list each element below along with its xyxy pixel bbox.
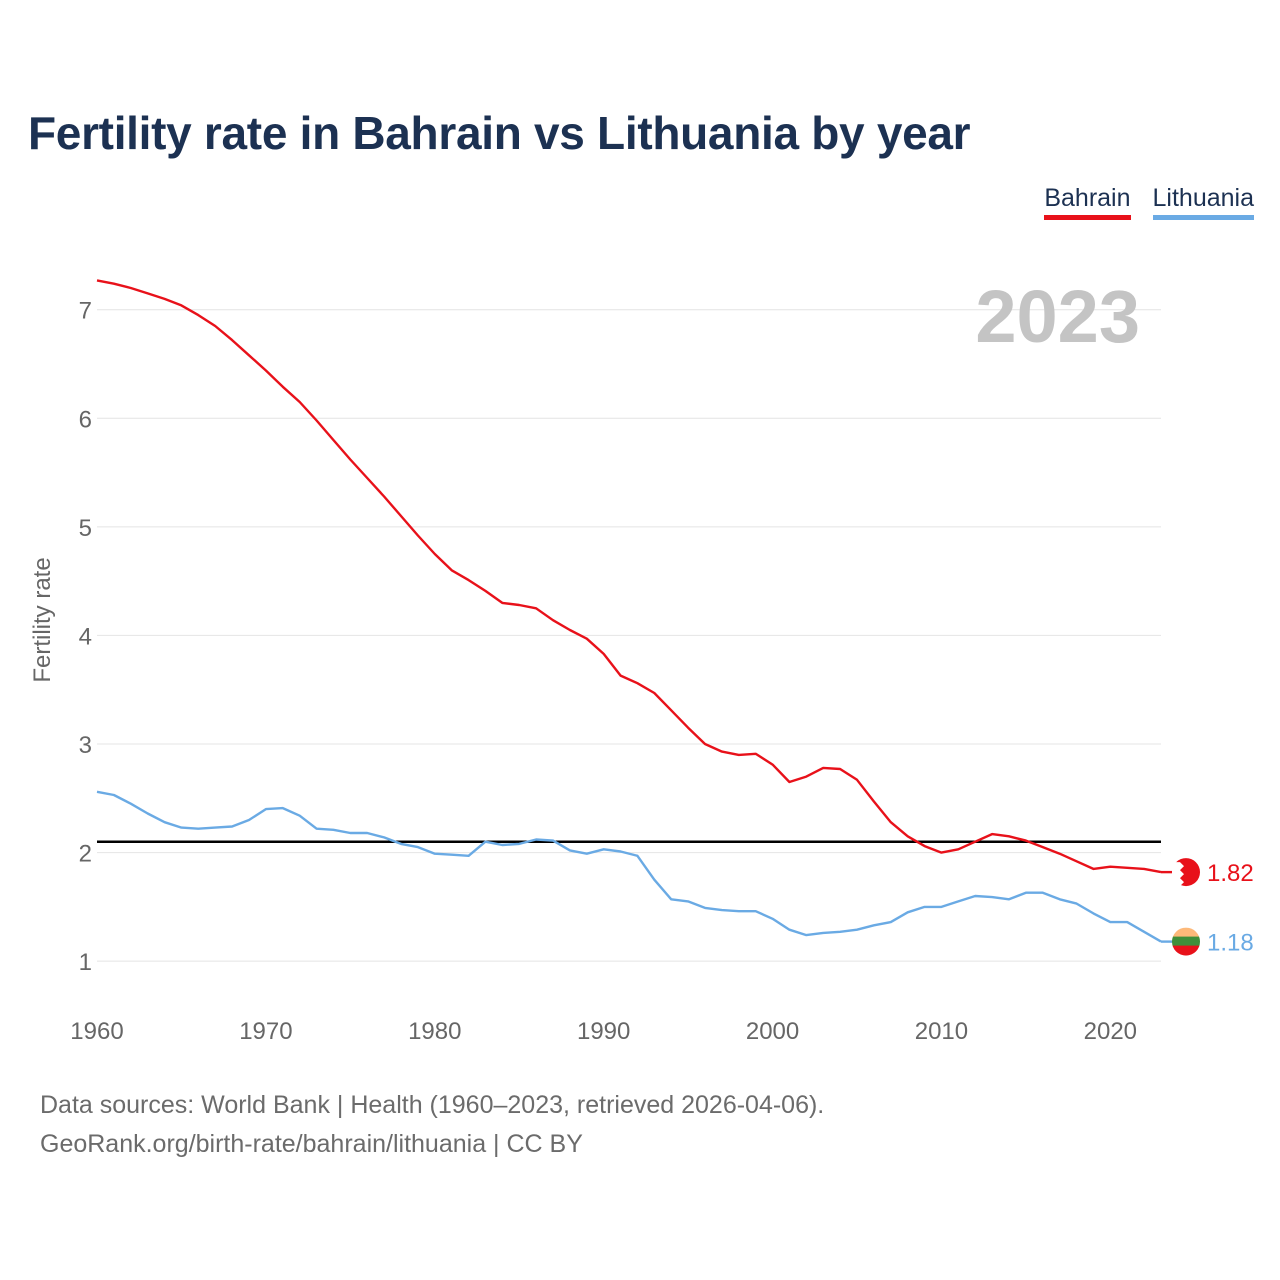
attribution-link[interactable]: GeoRank.org/birth-rate/bahrain/lithuania… xyxy=(40,1130,583,1158)
legend-item-lithuania[interactable]: Lithuania xyxy=(1152,184,1254,220)
y-tick-label: 5 xyxy=(79,515,92,542)
footer: Data sources: World Bank | Health (1960–… xyxy=(40,1086,824,1164)
y-tick-label: 2 xyxy=(79,841,92,868)
y-tick-label: 3 xyxy=(79,732,92,759)
y-tick-label: 1 xyxy=(79,949,92,976)
gridlines xyxy=(97,309,1161,962)
flag-icon-bahrain xyxy=(1172,858,1200,887)
series-line-lithuania[interactable] xyxy=(96,790,1162,943)
x-tick-label: 1960 xyxy=(70,1018,123,1045)
x-tick-label: 2010 xyxy=(915,1018,968,1045)
y-tick-label: 4 xyxy=(79,623,92,650)
y-axis-ticks: 1 2 3 4 5 6 7 xyxy=(79,298,92,976)
series-line-bahrain[interactable] xyxy=(96,279,1162,874)
x-tick-label: 2020 xyxy=(1084,1018,1137,1045)
y-axis-label: Fertility rate xyxy=(29,557,56,682)
x-axis-ticks: 1960 1970 1980 1990 2000 2010 2020 xyxy=(70,1018,1137,1045)
x-tick-label: 1980 xyxy=(408,1018,461,1045)
flag-icon-lithuania xyxy=(1172,927,1200,956)
legend-item-bahrain[interactable]: Bahrain xyxy=(1044,184,1131,220)
legend: Bahrain Lithuania xyxy=(1044,184,1254,220)
year-watermark: 2023 xyxy=(975,275,1140,358)
source-note: Data sources: World Bank | Health (1960–… xyxy=(40,1091,825,1119)
end-markers: 1.82 1.18 xyxy=(1161,858,1254,957)
y-tick-label: 7 xyxy=(79,298,92,325)
x-tick-label: 1970 xyxy=(239,1018,292,1045)
end-value-label-lithuania: 1.18 xyxy=(1207,930,1254,957)
x-tick-label: 2000 xyxy=(746,1018,799,1045)
line-chart: 1 2 3 4 5 6 7 1960 1970 1980 1990 2000 2010 2020 202… xyxy=(29,275,1254,1045)
chart-title: Fertility rate in Bahrain vs Lithuania b… xyxy=(28,107,971,159)
x-tick-label: 1990 xyxy=(577,1018,630,1045)
y-tick-label: 6 xyxy=(79,406,92,433)
series-lines xyxy=(96,279,1162,943)
end-value-label-bahrain: 1.82 xyxy=(1207,860,1254,887)
